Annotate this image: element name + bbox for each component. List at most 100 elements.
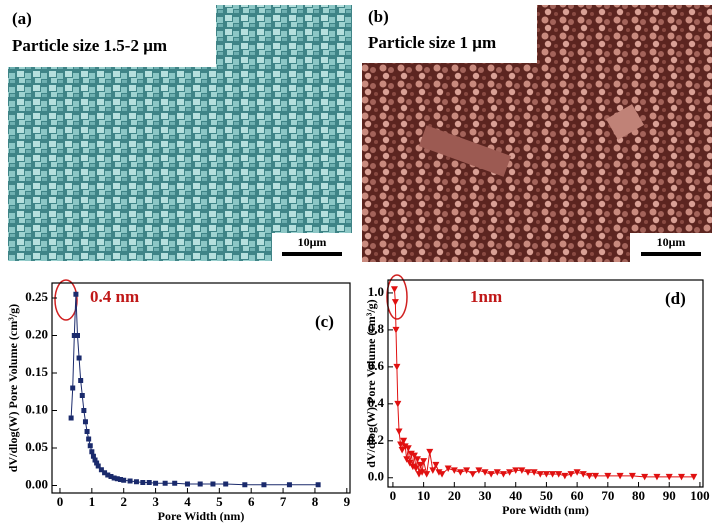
marker	[417, 461, 425, 469]
x-tick-label: 9	[344, 494, 351, 509]
marker	[463, 467, 471, 474]
marker	[616, 472, 624, 480]
marker	[102, 470, 108, 476]
marker	[84, 429, 90, 434]
marker	[412, 465, 420, 473]
marker	[76, 355, 82, 361]
marker	[90, 453, 96, 459]
marker	[409, 463, 417, 471]
marker	[223, 481, 229, 487]
marker	[653, 473, 661, 481]
marker	[114, 476, 120, 482]
marker	[524, 469, 532, 476]
marker	[604, 472, 612, 480]
marker	[530, 469, 538, 476]
y-axis-label: dV/dlog(W) Pore Volume (cm³/g)	[364, 299, 378, 467]
marker	[394, 400, 402, 408]
crystal	[418, 125, 512, 177]
panel-label: (b)	[368, 7, 389, 26]
y-tick-label: 0.15	[25, 364, 48, 379]
plot-frame	[387, 279, 704, 488]
marker	[121, 477, 127, 483]
marker	[628, 472, 636, 480]
x-tick-label: 7	[280, 494, 287, 509]
marker	[398, 447, 406, 454]
marker	[108, 474, 114, 479]
marker	[78, 378, 84, 383]
marker	[404, 445, 412, 452]
marker	[87, 443, 93, 449]
scale-box	[630, 233, 712, 262]
panel-label: (c)	[315, 312, 334, 331]
scale-box	[272, 233, 352, 261]
marker	[184, 481, 190, 487]
x-tick-label: 2	[120, 494, 127, 509]
marker	[315, 482, 321, 488]
x-axis-label: Pore Width (nm)	[502, 503, 589, 517]
x-tick-label: 8	[312, 494, 319, 509]
x-tick-label: 40	[509, 488, 522, 503]
marker	[592, 472, 600, 480]
y-tick-label: 0.8	[368, 321, 385, 336]
data-line	[70, 294, 319, 486]
x-tick-label: 30	[479, 488, 492, 503]
x-tick-label: 60	[571, 488, 584, 503]
scale-bar-label: 10μm	[657, 235, 686, 249]
x-tick-label: 70	[601, 488, 614, 503]
marker	[400, 437, 408, 445]
marker	[518, 467, 526, 474]
marker	[499, 471, 507, 478]
marker	[390, 286, 398, 293]
marker	[429, 467, 437, 474]
x-axis-label: Pore Width (nm)	[158, 509, 245, 523]
marker	[423, 471, 431, 478]
marker	[438, 471, 446, 478]
marker	[74, 333, 80, 338]
marker	[641, 473, 649, 481]
y-tick-label: 0.05	[25, 439, 48, 454]
marker	[94, 460, 100, 466]
marker	[561, 472, 569, 480]
marker	[512, 467, 520, 474]
marker	[82, 419, 88, 425]
x-tick-label: 20	[448, 488, 461, 503]
marker	[469, 471, 477, 478]
marker	[420, 458, 428, 465]
x-tick-label: 1	[89, 494, 96, 509]
x-tick-label: 80	[632, 488, 645, 503]
marker	[487, 471, 495, 478]
marker	[210, 481, 216, 487]
y-tick-label: 0.25	[25, 289, 48, 304]
x-tick-label: 0	[57, 494, 64, 509]
marker	[242, 482, 248, 488]
marker	[133, 479, 139, 485]
marker	[127, 478, 133, 484]
marker	[393, 363, 401, 371]
marker	[397, 441, 405, 448]
marker	[418, 469, 426, 476]
plot-frame	[51, 282, 351, 494]
marker	[475, 467, 483, 474]
marker	[81, 408, 87, 413]
x-tick-label: 50	[540, 488, 553, 503]
scale-bar-label: 10μm	[298, 235, 327, 249]
x-tick-label: 10	[417, 488, 430, 503]
marker	[111, 475, 117, 481]
marker	[413, 456, 421, 463]
annotation: 0.4 nm	[90, 287, 139, 306]
marker	[286, 482, 292, 488]
marker	[506, 469, 514, 476]
marker	[403, 456, 411, 463]
marker	[542, 471, 550, 478]
marker	[98, 467, 104, 473]
marker	[450, 467, 458, 474]
data-line	[393, 289, 694, 478]
marker	[493, 469, 501, 476]
y-axis-label: dV/dlog(W) Pore Volume (cm³/g)	[6, 304, 20, 472]
x-tick-label: 4	[184, 494, 191, 509]
y-tick-label: 1.0	[368, 284, 384, 299]
y-tick-label: 0.00	[25, 476, 48, 491]
marker	[162, 480, 168, 486]
marker	[536, 471, 544, 478]
